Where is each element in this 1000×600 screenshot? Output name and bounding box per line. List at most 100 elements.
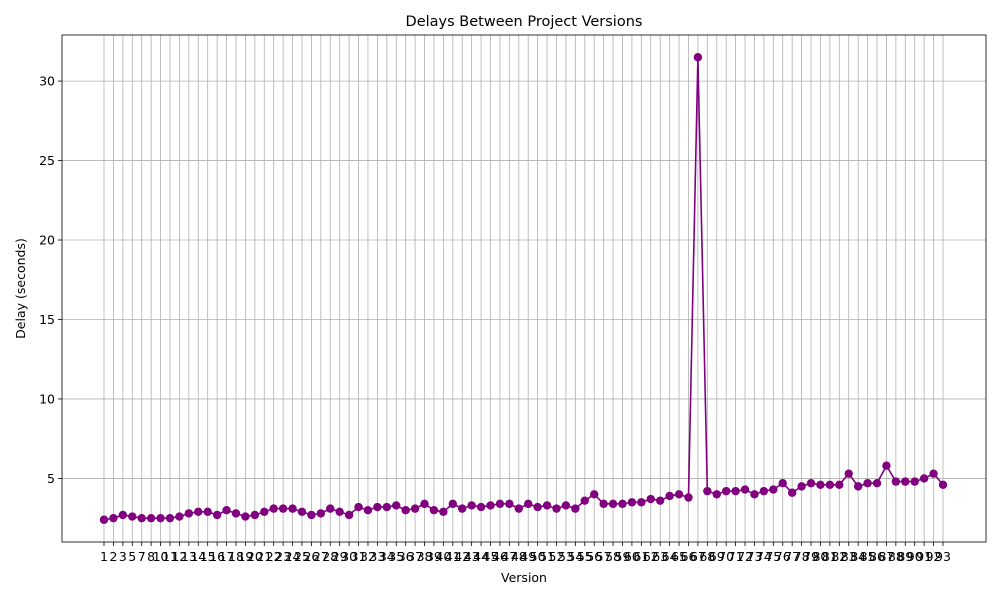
data-point	[825, 480, 835, 489]
x-ticks: 1 2 3 5 7 81011121314151617181920212223242526…	[100, 542, 951, 564]
data-point	[844, 469, 853, 478]
series-line	[103, 57, 944, 521]
x-tick-label: 20	[247, 549, 263, 564]
x-tick-label: 7	[138, 549, 146, 564]
x-tick-label: 28	[322, 549, 338, 564]
data-point	[467, 501, 476, 510]
x-tick-label: 79	[803, 549, 819, 564]
x-tick-label: 19	[237, 549, 253, 564]
x-tick-label: 38	[417, 549, 433, 564]
data-point	[853, 482, 863, 491]
data-point	[288, 504, 297, 513]
x-tick-label: 27	[313, 549, 329, 564]
data-point	[712, 490, 721, 499]
data-point	[769, 485, 778, 494]
data-point	[778, 478, 787, 488]
data-point	[618, 499, 627, 509]
chart-title: Delays Between Project Versions	[406, 14, 643, 30]
x-tick-label: 80	[812, 549, 828, 564]
x-tick-label: 64	[662, 549, 678, 564]
data-point	[929, 469, 938, 478]
x-tick-label: 16	[209, 549, 225, 564]
data-point	[571, 504, 580, 513]
x-tick-label: 5	[128, 549, 136, 564]
x-tick-label: 2	[109, 549, 117, 564]
data-point	[684, 493, 693, 502]
data-point	[448, 499, 457, 509]
data-point	[646, 494, 655, 504]
data-point	[429, 506, 439, 515]
x-tick-label: 39	[426, 549, 442, 564]
data-point	[901, 477, 910, 486]
x-tick-label: 57	[596, 549, 612, 564]
y-ticks: 5 10 15 20 25 30	[39, 74, 62, 486]
x-tick-label: 25	[294, 549, 310, 564]
data-point	[260, 507, 269, 517]
x-tick-label: 32	[360, 549, 376, 564]
x-tick-label: 83	[841, 549, 857, 564]
x-tick-label: 41	[445, 549, 461, 564]
data-point	[919, 474, 929, 483]
data-point	[750, 490, 759, 499]
data-point	[703, 486, 712, 496]
x-tick-label: 75	[765, 549, 781, 564]
x-tick-label: 68	[699, 549, 715, 564]
x-tick-label: 8	[147, 549, 155, 564]
data-point	[118, 510, 128, 520]
x-tick-label: 69	[709, 549, 725, 564]
data-point	[373, 502, 382, 512]
x-tick-label: 37	[407, 549, 423, 564]
data-point	[278, 504, 288, 513]
x-tick-label: 35	[388, 549, 404, 564]
y-tick-label: 10	[39, 391, 55, 406]
x-tick-label: 40	[435, 549, 451, 564]
data-point	[392, 501, 401, 510]
x-tick-label: 73	[747, 549, 763, 564]
x-tick-label: 22	[266, 549, 282, 564]
x-tick-label: 54	[567, 549, 583, 564]
x-tick-label: 71	[728, 549, 744, 564]
data-point	[787, 488, 797, 497]
data-point	[835, 480, 844, 489]
data-point	[109, 513, 118, 523]
x-tick-label: 11	[162, 549, 178, 564]
data-point	[307, 510, 316, 520]
data-point	[269, 504, 278, 513]
data-point	[344, 510, 354, 520]
x-tick-label: 45	[483, 549, 499, 564]
data-point	[354, 502, 363, 512]
x-tick-label: 26	[303, 549, 319, 564]
data-point	[552, 504, 561, 513]
x-tick-label: 13	[181, 549, 197, 564]
x-tick-label: 63	[652, 549, 668, 564]
x-tick-label: 43	[464, 549, 480, 564]
data-point	[580, 496, 589, 505]
x-tick-label: 49	[520, 549, 536, 564]
x-tick-label: 29	[332, 549, 348, 564]
data-point	[524, 499, 533, 509]
x-tick-label: 34	[379, 549, 395, 564]
x-tick-label: 60	[624, 549, 640, 564]
x-tick-label: 18	[228, 549, 244, 564]
x-tick-label: 15	[200, 549, 216, 564]
data-point	[222, 506, 231, 515]
data-point	[156, 513, 165, 523]
x-tick-label: 31	[351, 549, 367, 564]
x-tick-label: 44	[473, 549, 489, 564]
data-point	[175, 512, 184, 521]
x-tick-label: 17	[219, 549, 235, 564]
data-point	[476, 502, 486, 512]
data-point	[561, 501, 571, 510]
data-point	[458, 504, 467, 513]
x-tick-label: 84	[850, 549, 866, 564]
data-point	[590, 490, 599, 499]
data-point	[401, 506, 410, 515]
x-tick-label: 86	[869, 549, 885, 564]
x-tick-label: 33	[369, 549, 385, 564]
data-point	[665, 491, 674, 501]
data-point	[194, 507, 203, 517]
x-tick-label: 53	[558, 549, 574, 564]
x-tick-label: 66	[681, 549, 697, 564]
data-point	[514, 504, 523, 513]
